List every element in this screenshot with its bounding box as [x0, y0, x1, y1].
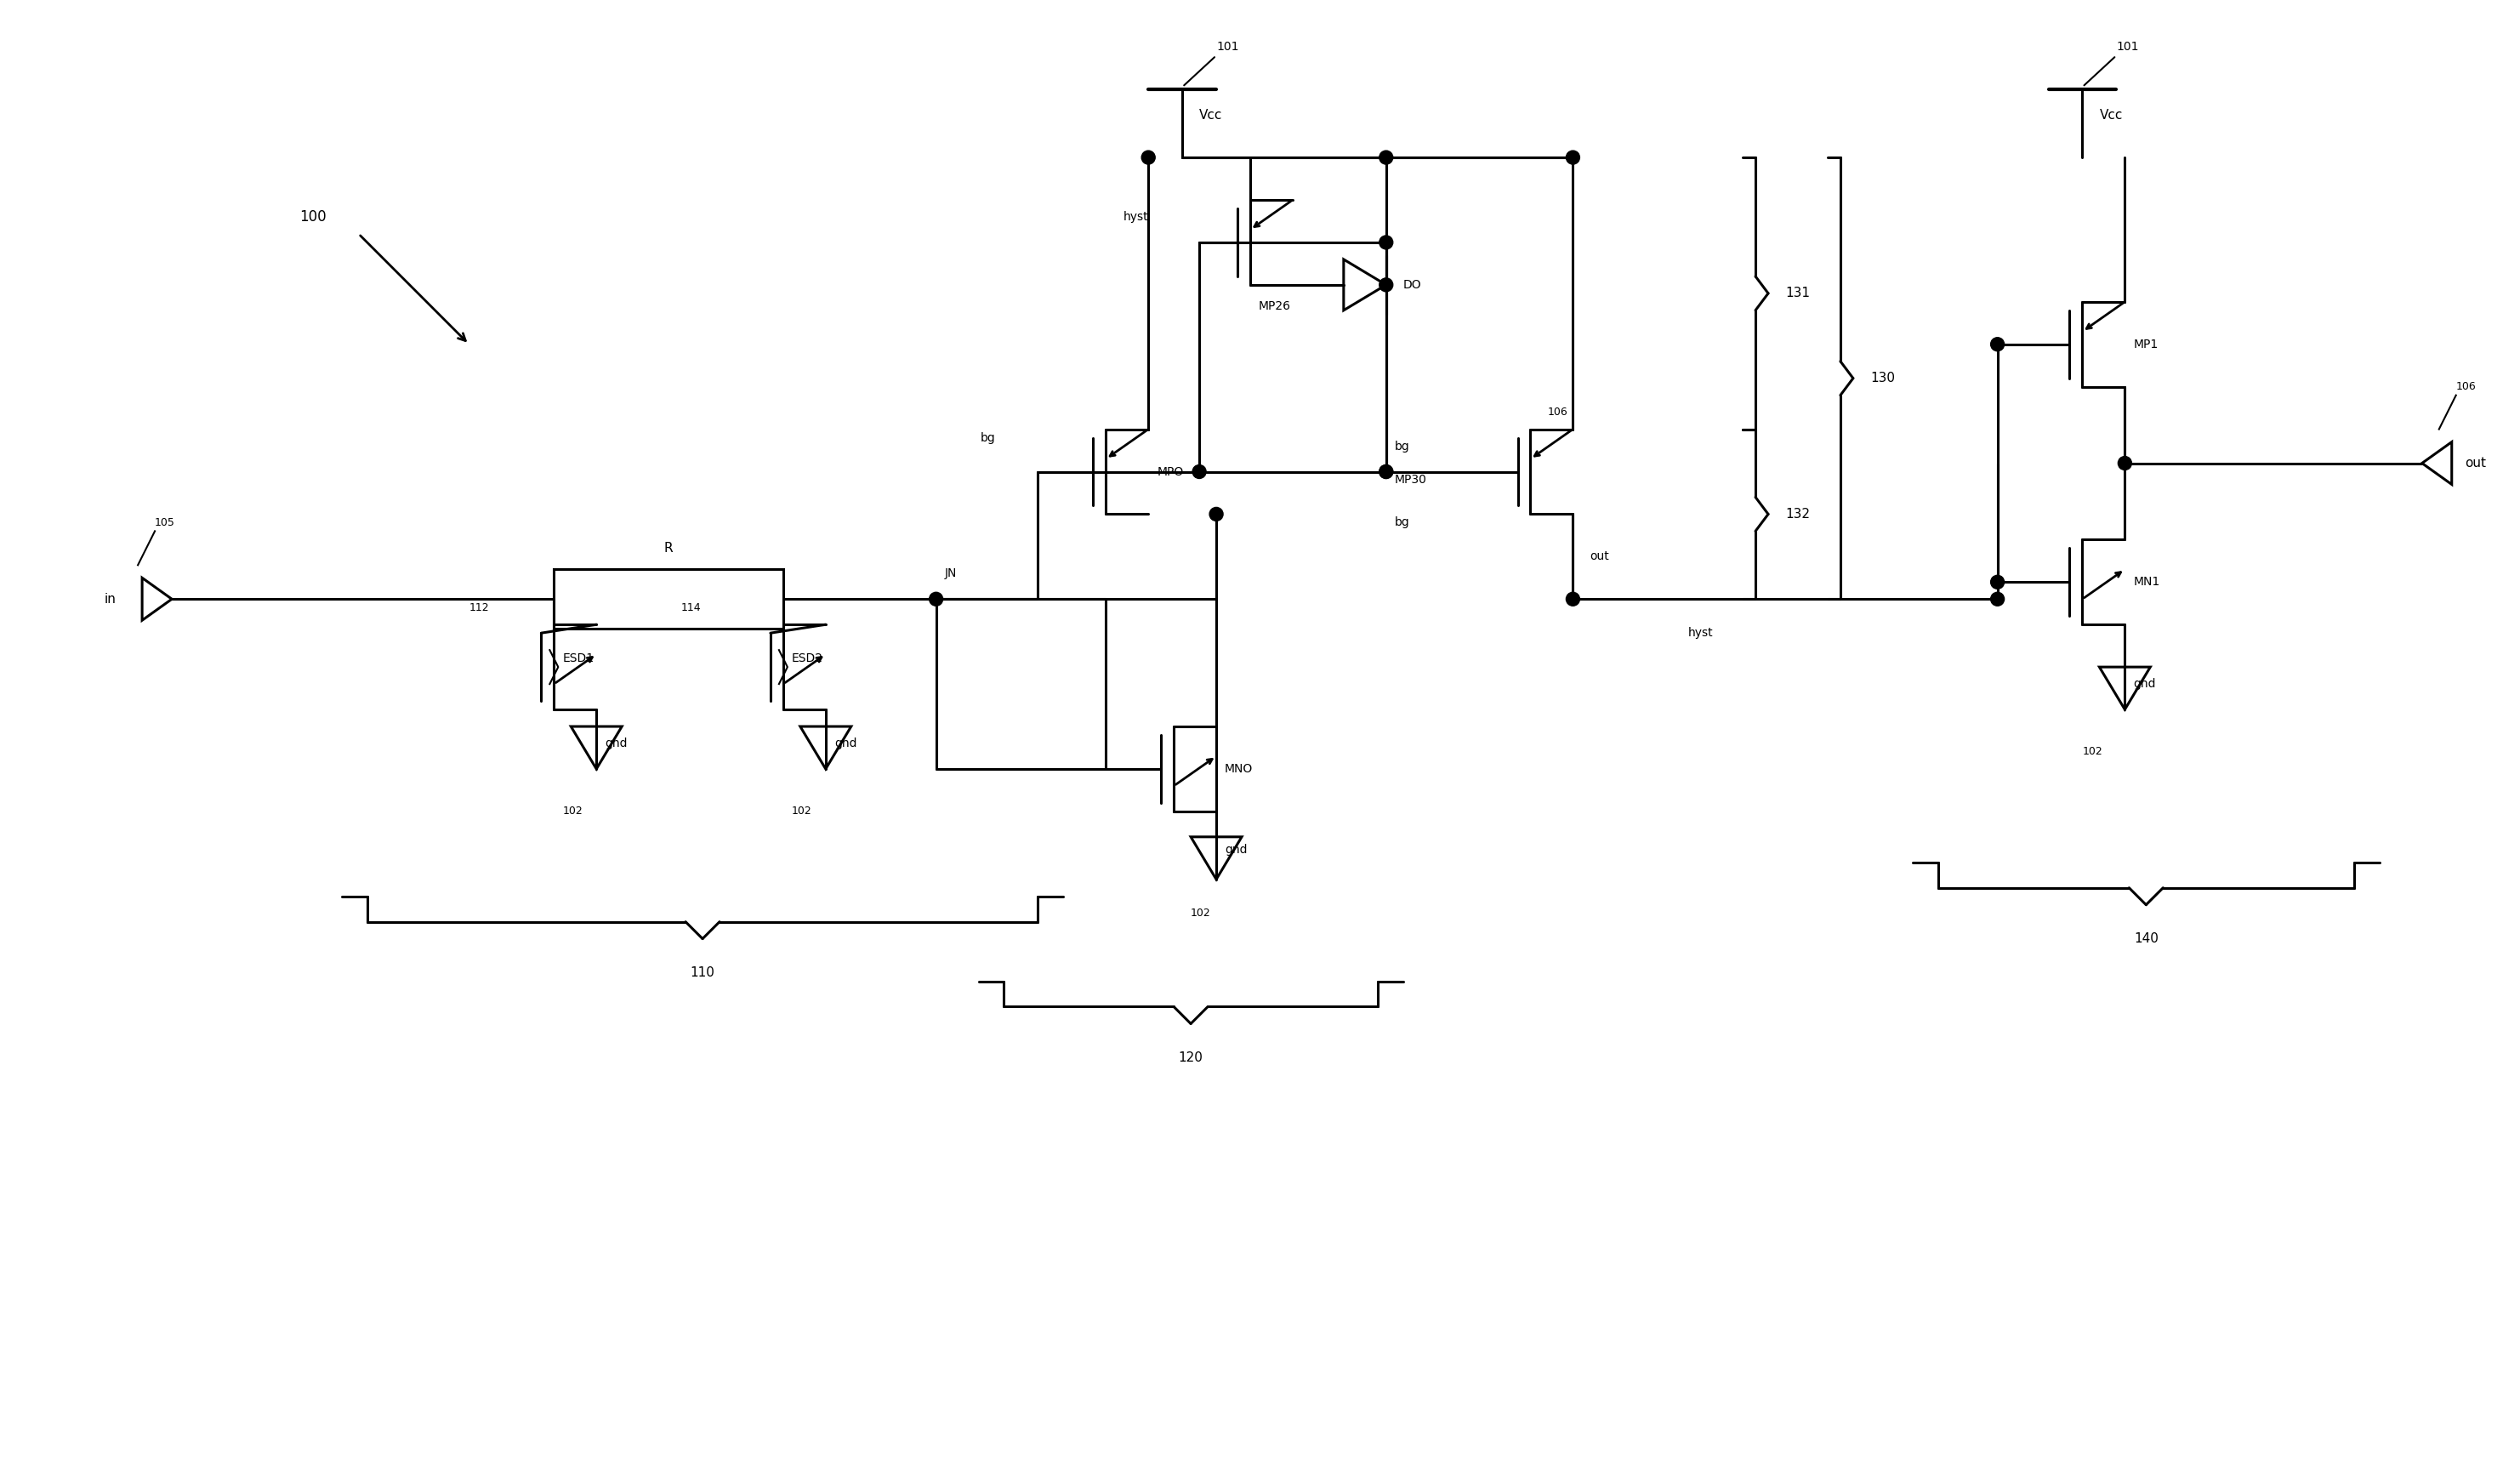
Text: gnd: gnd: [605, 738, 627, 749]
Text: out: out: [2465, 457, 2485, 469]
Circle shape: [1565, 593, 1580, 606]
Text: hyst: hyst: [1688, 627, 1714, 639]
Circle shape: [1192, 465, 1207, 478]
Text: 102: 102: [1192, 907, 1212, 919]
Text: 131: 131: [1784, 288, 1809, 299]
Circle shape: [1991, 575, 2003, 589]
Text: 130: 130: [1870, 372, 1895, 385]
Text: 140: 140: [2134, 932, 2157, 945]
Text: gnd: gnd: [2134, 678, 2157, 690]
Text: 106: 106: [2457, 381, 2477, 392]
Circle shape: [930, 593, 942, 606]
Text: JN: JN: [945, 568, 958, 580]
Text: 120: 120: [1179, 1052, 1202, 1063]
Circle shape: [1210, 507, 1222, 521]
Circle shape: [2117, 456, 2132, 471]
Text: 101: 101: [2117, 41, 2139, 53]
Text: out: out: [1590, 550, 1610, 562]
Text: bg: bg: [980, 432, 995, 444]
Text: 112: 112: [469, 602, 489, 614]
Text: MN1: MN1: [2134, 577, 2160, 589]
Text: 132: 132: [1784, 507, 1809, 521]
Text: R: R: [665, 541, 673, 555]
Text: MP30: MP30: [1394, 475, 1426, 487]
Text: gnd: gnd: [834, 738, 857, 749]
Text: in: in: [103, 593, 116, 605]
Text: Vcc: Vcc: [2099, 109, 2122, 121]
Text: bg: bg: [1394, 516, 1409, 528]
Circle shape: [1378, 236, 1394, 249]
Circle shape: [1378, 150, 1394, 164]
Text: 114: 114: [680, 602, 701, 614]
Circle shape: [1378, 465, 1394, 478]
Text: 102: 102: [791, 805, 811, 817]
Circle shape: [1142, 150, 1154, 164]
Text: Vcc: Vcc: [1200, 109, 1222, 121]
Circle shape: [1991, 338, 2003, 351]
Text: 106: 106: [1547, 407, 1567, 417]
Text: 102: 102: [562, 805, 582, 817]
Text: ESD2: ESD2: [791, 652, 824, 664]
Text: DO: DO: [1404, 279, 1421, 291]
Circle shape: [1378, 279, 1394, 292]
Text: MPO: MPO: [1157, 466, 1184, 478]
Circle shape: [1565, 150, 1580, 164]
Text: MNO: MNO: [1225, 763, 1252, 774]
Text: hyst: hyst: [1124, 211, 1149, 223]
Text: 101: 101: [1217, 41, 1240, 53]
Text: MP26: MP26: [1257, 299, 1290, 313]
Circle shape: [1378, 465, 1394, 478]
Text: 100: 100: [300, 209, 325, 224]
Text: bg: bg: [1394, 440, 1409, 453]
Text: gnd: gnd: [1225, 844, 1247, 855]
Text: 102: 102: [2082, 746, 2102, 758]
Text: 105: 105: [154, 518, 176, 528]
Circle shape: [1991, 593, 2003, 606]
Text: 110: 110: [690, 966, 716, 979]
Bar: [554, 569, 784, 628]
Text: MP1: MP1: [2134, 338, 2157, 350]
Text: ESD1: ESD1: [562, 652, 595, 664]
